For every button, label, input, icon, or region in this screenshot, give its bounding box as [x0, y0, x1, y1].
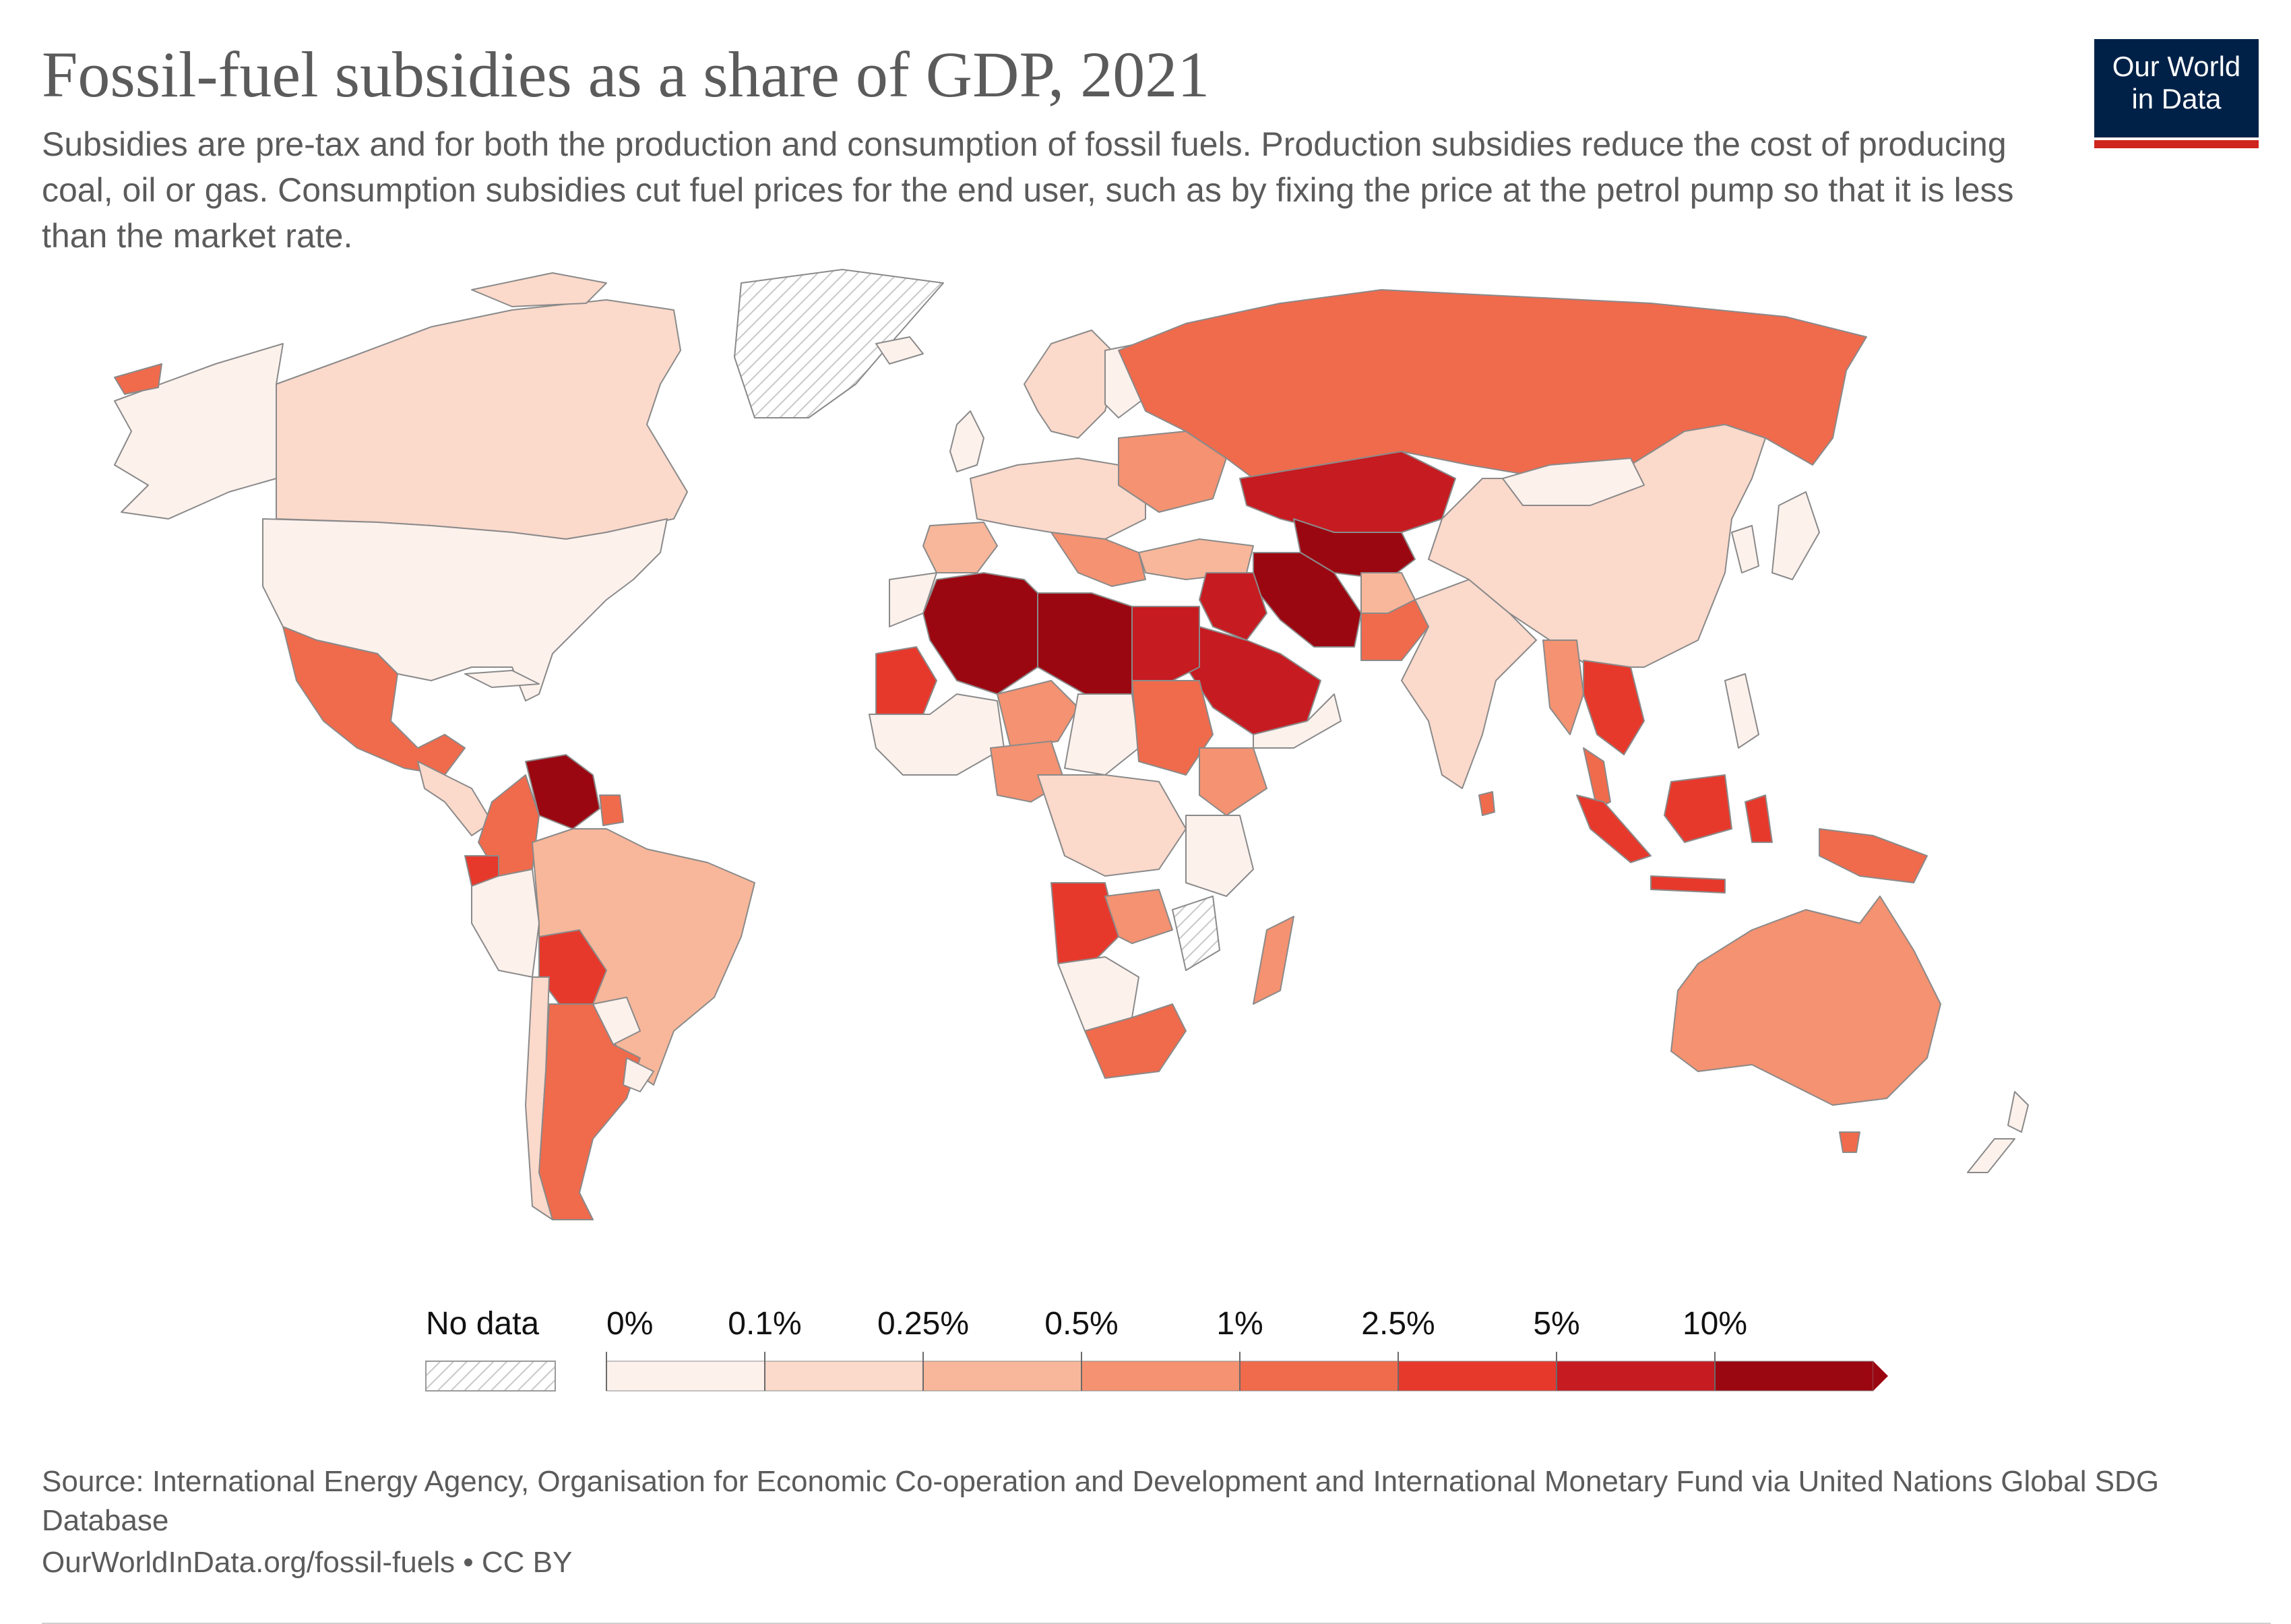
region-balkans[interactable]: [1050, 532, 1146, 587]
region-madagascar[interactable]: [1253, 916, 1294, 1005]
legend-bin-swatch[interactable]: [1714, 1361, 1874, 1392]
region-mongolia[interactable]: [1502, 458, 1645, 506]
region-uk[interactable]: [949, 410, 984, 472]
region-egypt[interactable]: [1131, 606, 1200, 681]
region-scandinavia[interactable]: [1024, 330, 1119, 439]
logo-accent-bar: [2094, 140, 2259, 148]
source-url[interactable]: OurWorldInData.org/fossil-fuels • CC BY: [42, 1546, 573, 1579]
region-korea[interactable]: [1731, 525, 1759, 573]
region-western-europe[interactable]: [970, 458, 1146, 540]
legend-bin-swatch[interactable]: [764, 1361, 924, 1392]
region-indochina[interactable]: [1583, 660, 1645, 755]
legend-bin-label: 2.5%: [1361, 1306, 1435, 1342]
region-sulawesi[interactable]: [1745, 794, 1773, 843]
region-greenland[interactable]: [734, 269, 944, 418]
legend-bin-label: 0%: [606, 1306, 653, 1342]
region-mozambique[interactable]: [1172, 896, 1220, 971]
legend-bin-swatch[interactable]: [1081, 1361, 1241, 1392]
region-uruguay[interactable]: [623, 1057, 654, 1092]
region-east-africa[interactable]: [1185, 815, 1254, 897]
region-zambia[interactable]: [1104, 889, 1173, 944]
region-australia[interactable]: [1670, 896, 1941, 1106]
region-argentina[interactable]: [538, 1003, 641, 1220]
region-kazakhstan[interactable]: [1239, 451, 1456, 533]
region-new-zealand[interactable]: [1967, 1091, 2029, 1173]
chart-title: Fossil-fuel subsidies as a share of GDP,…: [42, 38, 1210, 111]
region-borneo[interactable]: [1664, 774, 1732, 843]
region-sri-lanka[interactable]: [1478, 791, 1495, 816]
region-libya[interactable]: [1037, 592, 1133, 695]
logo-line-1: Our World: [2112, 51, 2241, 82]
legend-bin-label: 10%: [1683, 1306, 1747, 1342]
legend-bin-swatch[interactable]: [1556, 1361, 1716, 1392]
region-guyana[interactable]: [599, 794, 624, 826]
region-chad[interactable]: [1064, 693, 1139, 776]
region-japan[interactable]: [1771, 491, 1820, 580]
region-malaysia[interactable]: [1583, 747, 1611, 809]
region-mexico[interactable]: [282, 626, 466, 776]
region-namibia[interactable]: [1057, 956, 1139, 1032]
region-cuba[interactable]: [464, 670, 540, 688]
region-south-africa[interactable]: [1084, 1003, 1187, 1079]
region-morocco[interactable]: [889, 572, 937, 627]
region-tasmania[interactable]: [1839, 1131, 1860, 1153]
logo-line-2: in Data: [2131, 83, 2222, 115]
color-legend: No data 0% 0.1% 0.25% 0.5% 1% 2.5% 5% 10%: [425, 1306, 1888, 1392]
legend-bin-label: 0.5%: [1044, 1306, 1118, 1342]
region-algeria[interactable]: [922, 572, 1038, 695]
region-iberia[interactable]: [922, 522, 998, 573]
legend-bin-swatch[interactable]: [606, 1361, 765, 1392]
region-papua[interactable]: [1819, 828, 1928, 883]
region-iceland[interactable]: [875, 336, 924, 365]
chart-subtitle: Subsidies are pre-tax and for both the p…: [42, 125, 2014, 255]
region-angola[interactable]: [1050, 882, 1119, 964]
region-niger[interactable]: [997, 680, 1079, 749]
legend-bin-label: 5%: [1533, 1306, 1579, 1342]
region-mauritania[interactable]: [875, 646, 937, 715]
region-canada[interactable]: [276, 299, 688, 540]
region-canada-islands[interactable]: [471, 272, 607, 307]
region-peru[interactable]: [471, 869, 540, 978]
region-sumatra[interactable]: [1576, 794, 1652, 863]
region-iran[interactable]: [1253, 552, 1362, 648]
world-map: [114, 269, 2029, 1220]
region-central-africa[interactable]: [1037, 774, 1187, 877]
legend-bin-swatch[interactable]: [922, 1361, 1082, 1392]
region-central-america[interactable]: [417, 761, 493, 836]
legend-bin-swatch[interactable]: [1239, 1361, 1399, 1392]
region-ethiopia[interactable]: [1199, 747, 1267, 816]
legend-bin-swatch[interactable]: [1398, 1361, 1557, 1392]
legend-bin-label: 0.1%: [728, 1306, 801, 1342]
owid-logo[interactable]: Our World in Data: [2094, 39, 2259, 148]
region-java[interactable]: [1650, 875, 1726, 894]
region-myanmar[interactable]: [1542, 639, 1584, 735]
source-note: Source: International Energy Agency, Org…: [42, 1465, 2160, 1537]
legend-no-data-label: No data: [426, 1306, 539, 1342]
region-alaska-tip[interactable]: [114, 363, 162, 395]
region-philippines[interactable]: [1724, 673, 1759, 749]
legend-no-data-swatch: [425, 1361, 556, 1392]
legend-bin-label: 1%: [1216, 1306, 1263, 1342]
legend-arrow-cap: [1873, 1361, 1888, 1391]
legend-bin-label: 0.25%: [877, 1306, 969, 1342]
